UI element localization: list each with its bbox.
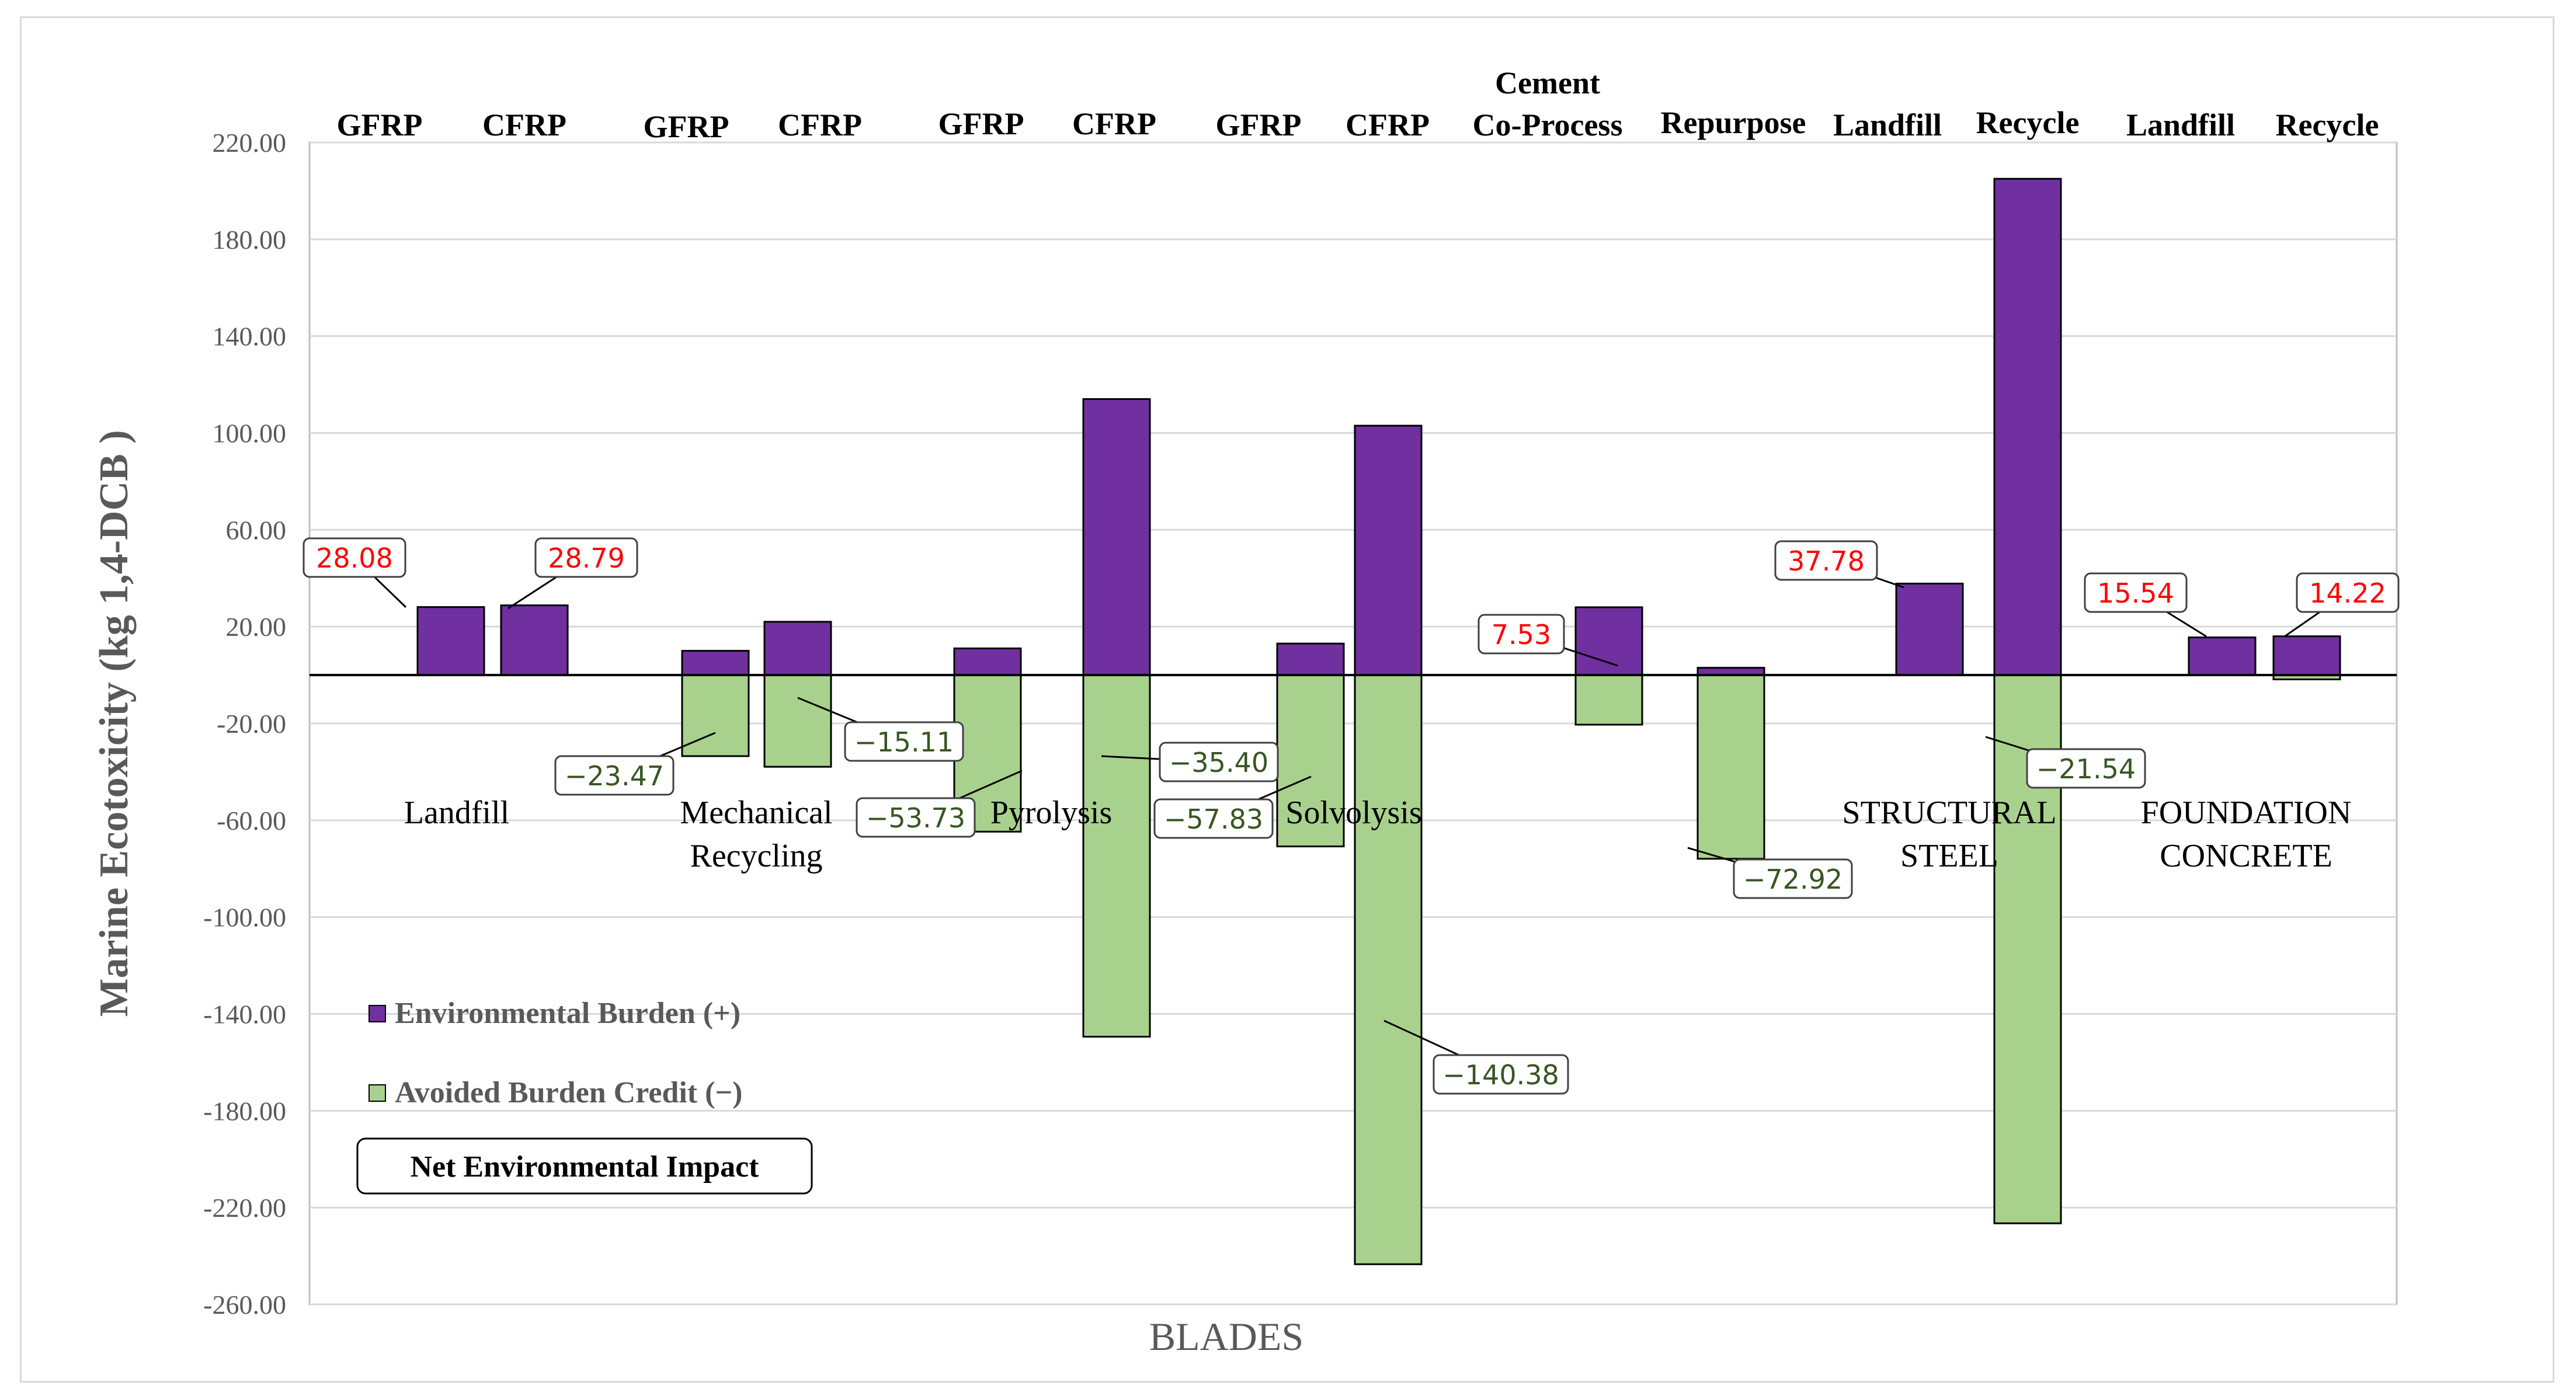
burden-bar bbox=[1574, 606, 1643, 676]
legend-swatch-credit bbox=[369, 1084, 386, 1102]
y-tick-label: -180.00 bbox=[203, 1096, 286, 1126]
credit-bar bbox=[1354, 674, 1423, 1265]
y-tick-label: 220.00 bbox=[213, 128, 287, 158]
group-label: STRUCTURAL bbox=[1842, 795, 2056, 831]
net-value-label-negative: −15.11 bbox=[854, 726, 954, 758]
callout-box bbox=[1433, 1054, 1569, 1095]
category-label: Recycle bbox=[2276, 107, 2379, 142]
burden-bar bbox=[2272, 635, 2341, 676]
burden-bar bbox=[416, 606, 485, 676]
category-label: CFRP bbox=[778, 107, 862, 142]
callout-box bbox=[534, 537, 638, 578]
burden-bar bbox=[1993, 178, 2062, 676]
credit-bar bbox=[1697, 674, 1765, 860]
callout-box bbox=[2026, 748, 2146, 789]
net-value-label-positive: 15.54 bbox=[2097, 577, 2174, 609]
y-axis-title: Marine Ecotoxicity (kg 1,4-DCB ) bbox=[92, 430, 137, 1017]
y-tick-label: -100.00 bbox=[203, 903, 286, 932]
category-label: GFRP bbox=[1216, 107, 1302, 142]
net-value-label-negative: −35.40 bbox=[1169, 747, 1268, 778]
credit-bar bbox=[1574, 674, 1643, 726]
y-tick-label: 20.00 bbox=[226, 612, 287, 642]
x-axis-title: BLADES bbox=[1149, 1314, 1303, 1359]
category-label: CFRP bbox=[1072, 106, 1156, 141]
y-tick-label: 100.00 bbox=[213, 419, 287, 448]
callout-box bbox=[554, 755, 675, 796]
group-label: Solvolysis bbox=[1285, 795, 1421, 831]
y-tick-label: 180.00 bbox=[213, 225, 287, 255]
burden-bar bbox=[763, 621, 832, 676]
callout-box bbox=[844, 721, 964, 762]
burden-bar bbox=[953, 647, 1022, 676]
net-value-label-positive: 14.22 bbox=[2309, 577, 2386, 609]
burden-bar bbox=[681, 650, 750, 676]
y-tick-label: 140.00 bbox=[213, 322, 287, 352]
credit-bar bbox=[681, 674, 750, 757]
credit-bar bbox=[763, 674, 832, 768]
net-value-label-positive: 7.53 bbox=[1492, 619, 1551, 650]
net-value-label-positive: 37.78 bbox=[1788, 545, 1865, 577]
callout-box bbox=[303, 537, 406, 578]
category-label: GFRP bbox=[644, 109, 729, 144]
callout-box bbox=[2084, 572, 2188, 613]
credit-bar bbox=[1082, 674, 1151, 1038]
category-label: CFRP bbox=[1346, 107, 1430, 142]
net-value-label-positive: 28.08 bbox=[316, 542, 393, 574]
category-label-cement-line1: Cement bbox=[1495, 65, 1600, 100]
y-tick-label: -140.00 bbox=[203, 1000, 286, 1029]
callout-box bbox=[856, 797, 976, 838]
callout-box bbox=[1478, 614, 1565, 655]
group-label: Mechanical bbox=[680, 795, 832, 831]
net-value-label-negative: −72.92 bbox=[1743, 864, 1843, 895]
legend-label-net: Net Environmental Impact bbox=[410, 1150, 759, 1184]
y-tick-label: -20.00 bbox=[217, 709, 286, 739]
callout-box bbox=[1159, 742, 1279, 782]
net-value-label-negative: −53.73 bbox=[866, 802, 965, 834]
category-label: GFRP bbox=[938, 106, 1024, 141]
category-label-cement-line2: Co-Process bbox=[1473, 107, 1623, 142]
legend-net-box bbox=[356, 1137, 813, 1195]
net-value-label-negative: −21.54 bbox=[2036, 753, 2136, 785]
legend-label-credit: Avoided Burden Credit (−) bbox=[395, 1076, 742, 1109]
group-label: Recycling bbox=[690, 838, 822, 874]
group-label: FOUNDATION bbox=[2141, 795, 2352, 831]
net-value-label-negative: −57.83 bbox=[1164, 803, 1263, 835]
burden-bar bbox=[1276, 642, 1345, 676]
category-label: CFRP bbox=[482, 107, 566, 142]
group-label: Landfill bbox=[404, 795, 509, 831]
callout-box bbox=[1733, 858, 1853, 899]
category-label: Landfill bbox=[1833, 107, 1942, 142]
net-value-label-negative: −23.47 bbox=[565, 760, 664, 792]
y-tick-label: -60.00 bbox=[217, 806, 286, 836]
burden-bar bbox=[1895, 582, 1964, 676]
burden-bar bbox=[2188, 636, 2257, 676]
y-tick-label: -220.00 bbox=[203, 1193, 286, 1223]
y-tick-label: -260.00 bbox=[203, 1290, 286, 1320]
category-label: GFRP bbox=[337, 107, 423, 142]
legend-swatch-burden bbox=[369, 1005, 386, 1022]
category-label: Recycle bbox=[1976, 105, 2080, 140]
callout-box bbox=[2296, 572, 2400, 613]
net-value-label-negative: −140.38 bbox=[1442, 1059, 1559, 1091]
burden-bar bbox=[1082, 398, 1151, 676]
burden-bar bbox=[500, 604, 569, 676]
burden-bar bbox=[1354, 424, 1423, 676]
legend-label-burden: Environmental Burden (+) bbox=[395, 997, 741, 1030]
group-label: STEEL bbox=[1900, 838, 1998, 874]
callout-box bbox=[1774, 540, 1878, 581]
y-tick-label: 60.00 bbox=[226, 515, 287, 545]
net-value-label-positive: 28.79 bbox=[548, 542, 625, 574]
callout-box bbox=[1153, 798, 1274, 839]
category-label: Repurpose bbox=[1660, 105, 1806, 140]
group-label: CONCRETE bbox=[2160, 838, 2332, 874]
group-label: Pyrolysis bbox=[990, 795, 1113, 831]
category-label: Landfill bbox=[2126, 107, 2235, 142]
